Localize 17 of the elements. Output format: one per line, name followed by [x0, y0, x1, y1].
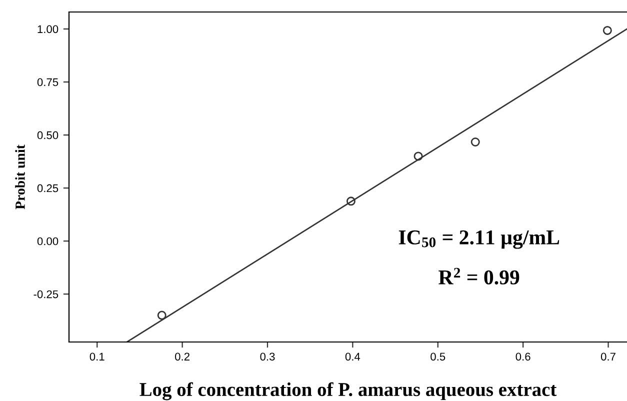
y-tick-label: -0.25 — [34, 290, 58, 298]
x-tick-label: 0.3 — [260, 352, 275, 361]
y-tick-label: 0.50 — [37, 131, 58, 140]
annotation: IC$_{50}$ = 2.11 µg/mL — [398, 230, 560, 249]
x-tick-label: 0.1 — [90, 352, 104, 361]
annotation: R$^{2}$ = 0.99 — [438, 268, 520, 284]
y-tick-label: 0.25 — [37, 184, 58, 192]
x-tick-label: 0.6 — [516, 352, 530, 361]
x-tick-label: 0.5 — [430, 352, 446, 361]
y-tick-label: 0.75 — [37, 78, 58, 86]
y-axis-title: Probit unit — [15, 144, 25, 210]
x-tick-label: 0.4 — [345, 352, 360, 361]
x-tick-label: 0.2 — [175, 352, 190, 361]
y-tick-label: 0.00 — [37, 237, 58, 246]
x-axis-title: Log of concentration of P. amarus aqueous extract — [140, 382, 557, 400]
y-tick-label: 1.00 — [38, 25, 58, 34]
x-tick-label: 0.7 — [600, 352, 616, 361]
